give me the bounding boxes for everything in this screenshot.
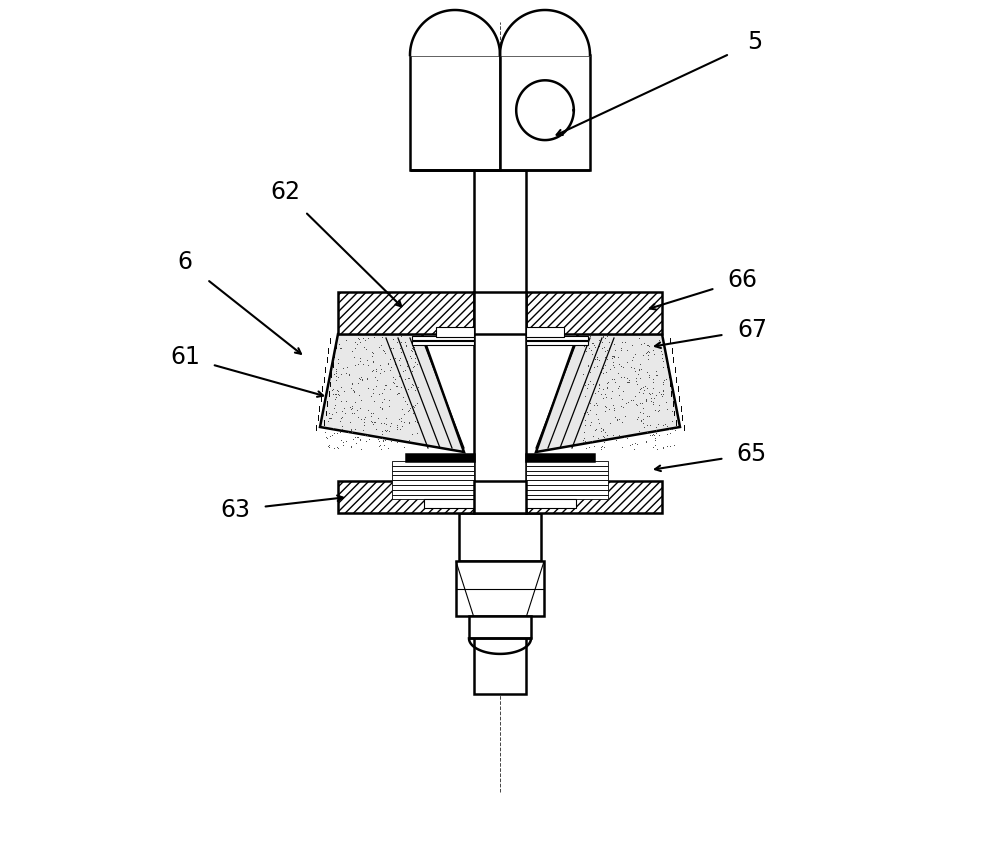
Bar <box>412 341 474 346</box>
Text: 5: 5 <box>747 30 763 54</box>
Bar <box>526 470 608 475</box>
Bar <box>500 55 590 170</box>
Bar <box>526 466 608 470</box>
Text: 61: 61 <box>170 345 200 369</box>
Bar <box>474 170 526 694</box>
Bar <box>424 499 474 509</box>
Text: 66: 66 <box>727 268 757 292</box>
Text: 67: 67 <box>737 318 767 342</box>
Bar <box>338 481 474 514</box>
Bar <box>392 475 474 481</box>
Bar <box>436 327 474 337</box>
Bar <box>526 481 608 485</box>
Bar <box>338 292 474 334</box>
Bar <box>412 336 474 340</box>
Bar <box>469 616 531 638</box>
Bar <box>474 292 526 334</box>
Text: 63: 63 <box>220 498 250 522</box>
Bar <box>526 341 588 346</box>
Bar <box>526 485 608 490</box>
Bar <box>410 55 500 170</box>
Bar <box>526 499 576 509</box>
Bar <box>459 514 541 561</box>
Bar <box>456 561 544 616</box>
Bar <box>392 466 474 470</box>
Bar <box>392 470 474 475</box>
Bar <box>526 336 588 340</box>
Polygon shape <box>536 334 680 452</box>
Bar <box>392 490 474 495</box>
Bar <box>526 461 608 466</box>
Polygon shape <box>320 334 464 452</box>
Bar <box>526 454 594 461</box>
Bar <box>526 495 608 499</box>
Bar <box>526 292 662 334</box>
Bar <box>526 481 662 514</box>
Text: 62: 62 <box>270 180 300 204</box>
Bar <box>392 461 474 466</box>
Bar <box>406 454 474 461</box>
Text: 65: 65 <box>737 442 767 466</box>
Bar <box>392 495 474 499</box>
Bar <box>392 481 474 485</box>
Bar <box>526 327 564 337</box>
Bar <box>526 490 608 495</box>
Bar <box>392 485 474 490</box>
Bar <box>526 475 608 481</box>
Text: 6: 6 <box>178 250 192 274</box>
Bar <box>474 481 526 514</box>
